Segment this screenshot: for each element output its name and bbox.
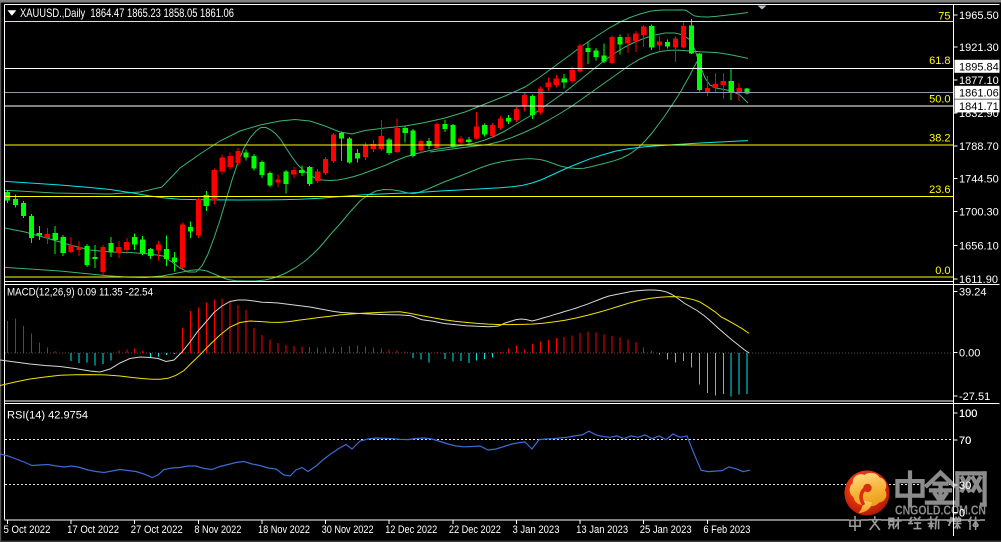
svg-text:CNGOLD.COM.CN: CNGOLD.COM.CN	[895, 504, 986, 518]
svg-text:1895.84: 1895.84	[959, 61, 999, 73]
svg-text:1788.70: 1788.70	[959, 141, 999, 153]
svg-text:1965.50: 1965.50	[959, 10, 999, 22]
svg-text:1656.10: 1656.10	[959, 241, 999, 253]
svg-text:70: 70	[959, 435, 971, 447]
svg-text:3 Jan 2023: 3 Jan 2023	[513, 524, 560, 536]
svg-text:38.2: 38.2	[929, 133, 950, 145]
svg-text:18 Nov 2022: 18 Nov 2022	[258, 524, 310, 536]
svg-text:0.00: 0.00	[959, 347, 980, 359]
svg-text:61.8: 61.8	[929, 55, 950, 67]
svg-text:1744.50: 1744.50	[959, 174, 999, 186]
svg-text:22 Dec 2022: 22 Dec 2022	[449, 524, 501, 536]
svg-text:70: 70	[959, 435, 971, 447]
svg-text:12 Dec 2022: 12 Dec 2022	[385, 524, 437, 536]
svg-text:1921.30: 1921.30	[959, 42, 999, 54]
svg-text:100: 100	[959, 408, 977, 420]
svg-text:8 Nov 2022: 8 Nov 2022	[194, 524, 241, 536]
svg-text:30: 30	[959, 480, 971, 492]
svg-text:MACD(12,26,9) 0.09 11.35 -22.5: MACD(12,26,9) 0.09 11.35 -22.54	[7, 287, 153, 299]
svg-text:39.24: 39.24	[959, 287, 987, 299]
svg-text:5 Oct 2022: 5 Oct 2022	[4, 524, 51, 536]
svg-text:1861.06: 1861.06	[959, 87, 999, 99]
svg-text:23.6: 23.6	[929, 184, 950, 196]
svg-text:RSI(14) 42.9754: RSI(14) 42.9754	[7, 410, 88, 422]
svg-text:XAUUSD.,Daily 1864.47 1865.23: XAUUSD.,Daily 1864.47 1865.23 1858.05 18…	[20, 6, 234, 20]
svg-text:17 Oct 2022: 17 Oct 2022	[67, 524, 119, 536]
svg-text:50.0: 50.0	[929, 94, 950, 106]
svg-text:0.0: 0.0	[935, 265, 950, 277]
svg-text:0: 0	[959, 508, 965, 520]
svg-text:1841.71: 1841.71	[959, 101, 999, 113]
svg-text:27 Oct 2022: 27 Oct 2022	[131, 524, 183, 536]
svg-text:100: 100	[959, 408, 977, 420]
svg-text:13 Jan 2023: 13 Jan 2023	[576, 524, 628, 536]
svg-text:30 Nov 2022: 30 Nov 2022	[322, 524, 374, 536]
svg-text:25 Jan 2023: 25 Jan 2023	[640, 524, 692, 536]
svg-text:1877.10: 1877.10	[959, 75, 999, 87]
svg-text:1611.90: 1611.90	[959, 274, 998, 286]
svg-text:6 Feb 2023: 6 Feb 2023	[703, 524, 750, 536]
svg-text:1700.30: 1700.30	[959, 207, 999, 219]
svg-text:0: 0	[959, 508, 965, 520]
svg-text:-27.51: -27.51	[959, 391, 990, 403]
svg-text:75: 75	[938, 11, 950, 23]
